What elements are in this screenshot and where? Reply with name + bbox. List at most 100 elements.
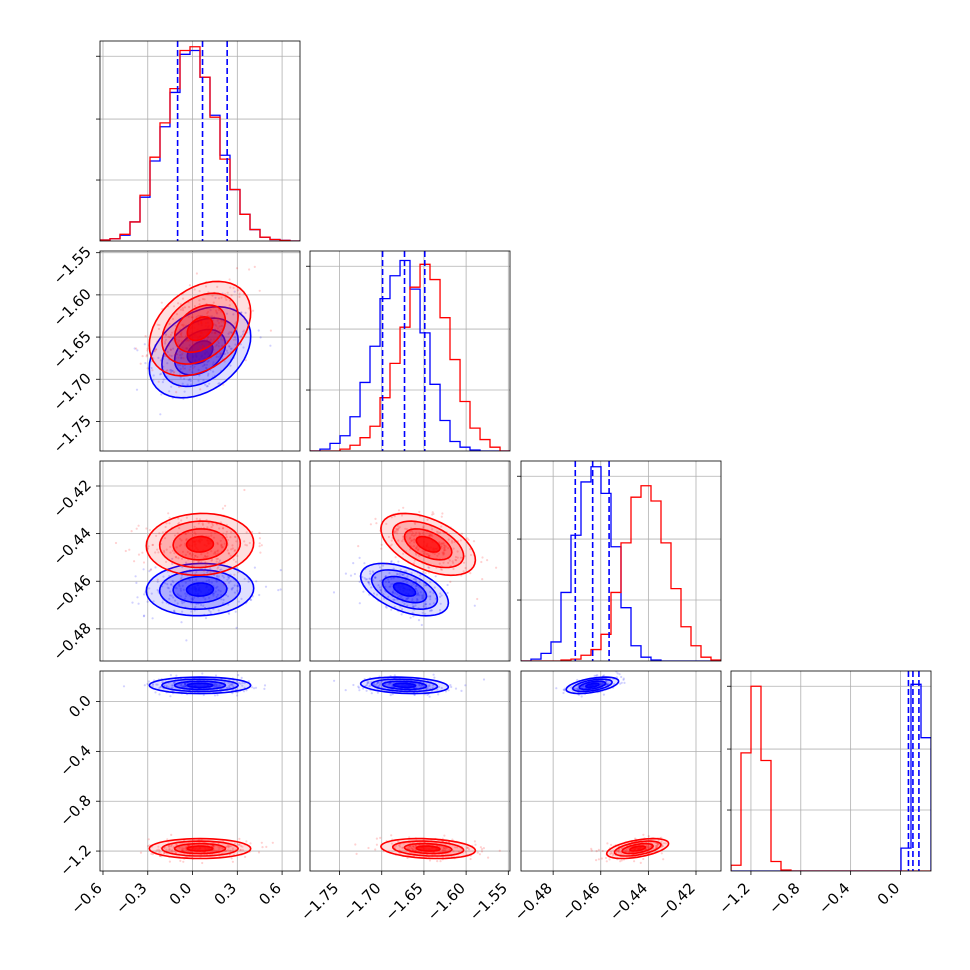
sample-point: [238, 295, 241, 298]
sample-point: [241, 684, 244, 687]
sample-point: [245, 840, 248, 843]
sample-point: [463, 555, 467, 558]
sample-point: [198, 560, 201, 563]
sample-point: [135, 347, 138, 350]
y-tick-label: −0.8: [56, 791, 94, 829]
sample-point: [448, 559, 451, 562]
sample-point: [446, 583, 449, 587]
sample-point: [402, 535, 405, 538]
sample-point: [642, 833, 645, 836]
sample-point: [135, 527, 138, 530]
sample-point: [593, 674, 596, 677]
sample-point: [473, 840, 476, 843]
sample-point: [154, 348, 157, 351]
sample-point: [150, 592, 153, 595]
sample-point: [222, 576, 225, 579]
sample-point: [130, 530, 133, 533]
sample-point: [234, 343, 237, 346]
sample-point: [218, 352, 222, 355]
sample-point: [371, 570, 374, 573]
sample-point: [220, 544, 223, 547]
sample-point: [173, 370, 176, 373]
sample-point: [464, 566, 467, 570]
sample-point: [398, 594, 401, 598]
sample-point: [417, 548, 420, 551]
sample-point: [243, 488, 246, 492]
contour-line: [370, 569, 439, 611]
sample-point: [419, 591, 422, 594]
sample-point: [169, 333, 172, 337]
sample-point: [206, 551, 209, 555]
sample-point: [182, 323, 185, 326]
contour-line: [186, 315, 214, 342]
sample-point: [173, 681, 176, 685]
sample-point: [422, 525, 425, 528]
sample-point: [412, 615, 415, 618]
sample-point: [158, 851, 161, 854]
sample-point: [193, 365, 196, 368]
sample-point: [576, 678, 579, 682]
sample-point: [390, 516, 393, 519]
sample-point: [189, 365, 192, 368]
x-tick-label: −0.44: [606, 879, 651, 924]
sample-point: [230, 548, 233, 551]
sample-point: [179, 354, 182, 357]
sample-point: [217, 340, 220, 343]
sample-point: [206, 360, 209, 363]
contour-line: [629, 845, 647, 852]
sample-point: [413, 541, 416, 544]
sample-point: [184, 581, 187, 584]
sample-point: [379, 681, 382, 684]
sample-point: [240, 676, 243, 680]
sample-point: [402, 538, 405, 541]
sample-point: [462, 570, 465, 573]
sample-point: [146, 367, 149, 370]
sample-point: [193, 305, 196, 308]
sample-point: [151, 543, 155, 547]
sample-point: [366, 682, 369, 685]
sample-point: [390, 543, 393, 546]
sample-point: [164, 525, 167, 529]
sample-point: [609, 852, 612, 856]
sample-point: [399, 568, 402, 571]
sample-point: [212, 301, 215, 304]
sample-point: [155, 683, 158, 686]
sample-point: [230, 531, 233, 534]
sample-point: [173, 534, 177, 537]
sample-point: [243, 577, 246, 581]
sample-point: [215, 586, 218, 590]
sample-point: [232, 338, 235, 341]
sample-point: [426, 553, 429, 556]
sample-point: [434, 575, 437, 578]
sample-point: [219, 353, 222, 356]
sample-point: [214, 674, 218, 677]
sample-point: [151, 543, 154, 547]
sample-point: [206, 526, 209, 529]
sample-point: [217, 589, 220, 592]
sample-point: [259, 551, 262, 554]
sample-point: [437, 531, 440, 534]
sample-point: [435, 530, 439, 533]
sample-point: [416, 549, 420, 552]
sample-point: [447, 561, 450, 565]
sample-point: [428, 684, 431, 687]
sample-point: [389, 682, 392, 685]
sample-point: [467, 538, 470, 542]
sample-point: [378, 684, 381, 687]
sample-point: [239, 844, 243, 848]
sample-point: [225, 298, 228, 301]
sample-point: [374, 576, 377, 579]
sample-point: [604, 856, 608, 860]
sample-point: [185, 639, 188, 642]
sample-point: [424, 603, 427, 606]
sample-point: [179, 859, 182, 863]
x-tick-label: 0.0: [166, 879, 196, 909]
sample-point: [157, 845, 160, 848]
sample-point: [357, 685, 360, 688]
sample-point: [401, 540, 404, 543]
contour-line: [148, 305, 252, 399]
sample-point: [393, 605, 396, 609]
sample-point: [429, 594, 432, 598]
sample-point: [361, 576, 364, 579]
sample-point: [183, 685, 186, 688]
